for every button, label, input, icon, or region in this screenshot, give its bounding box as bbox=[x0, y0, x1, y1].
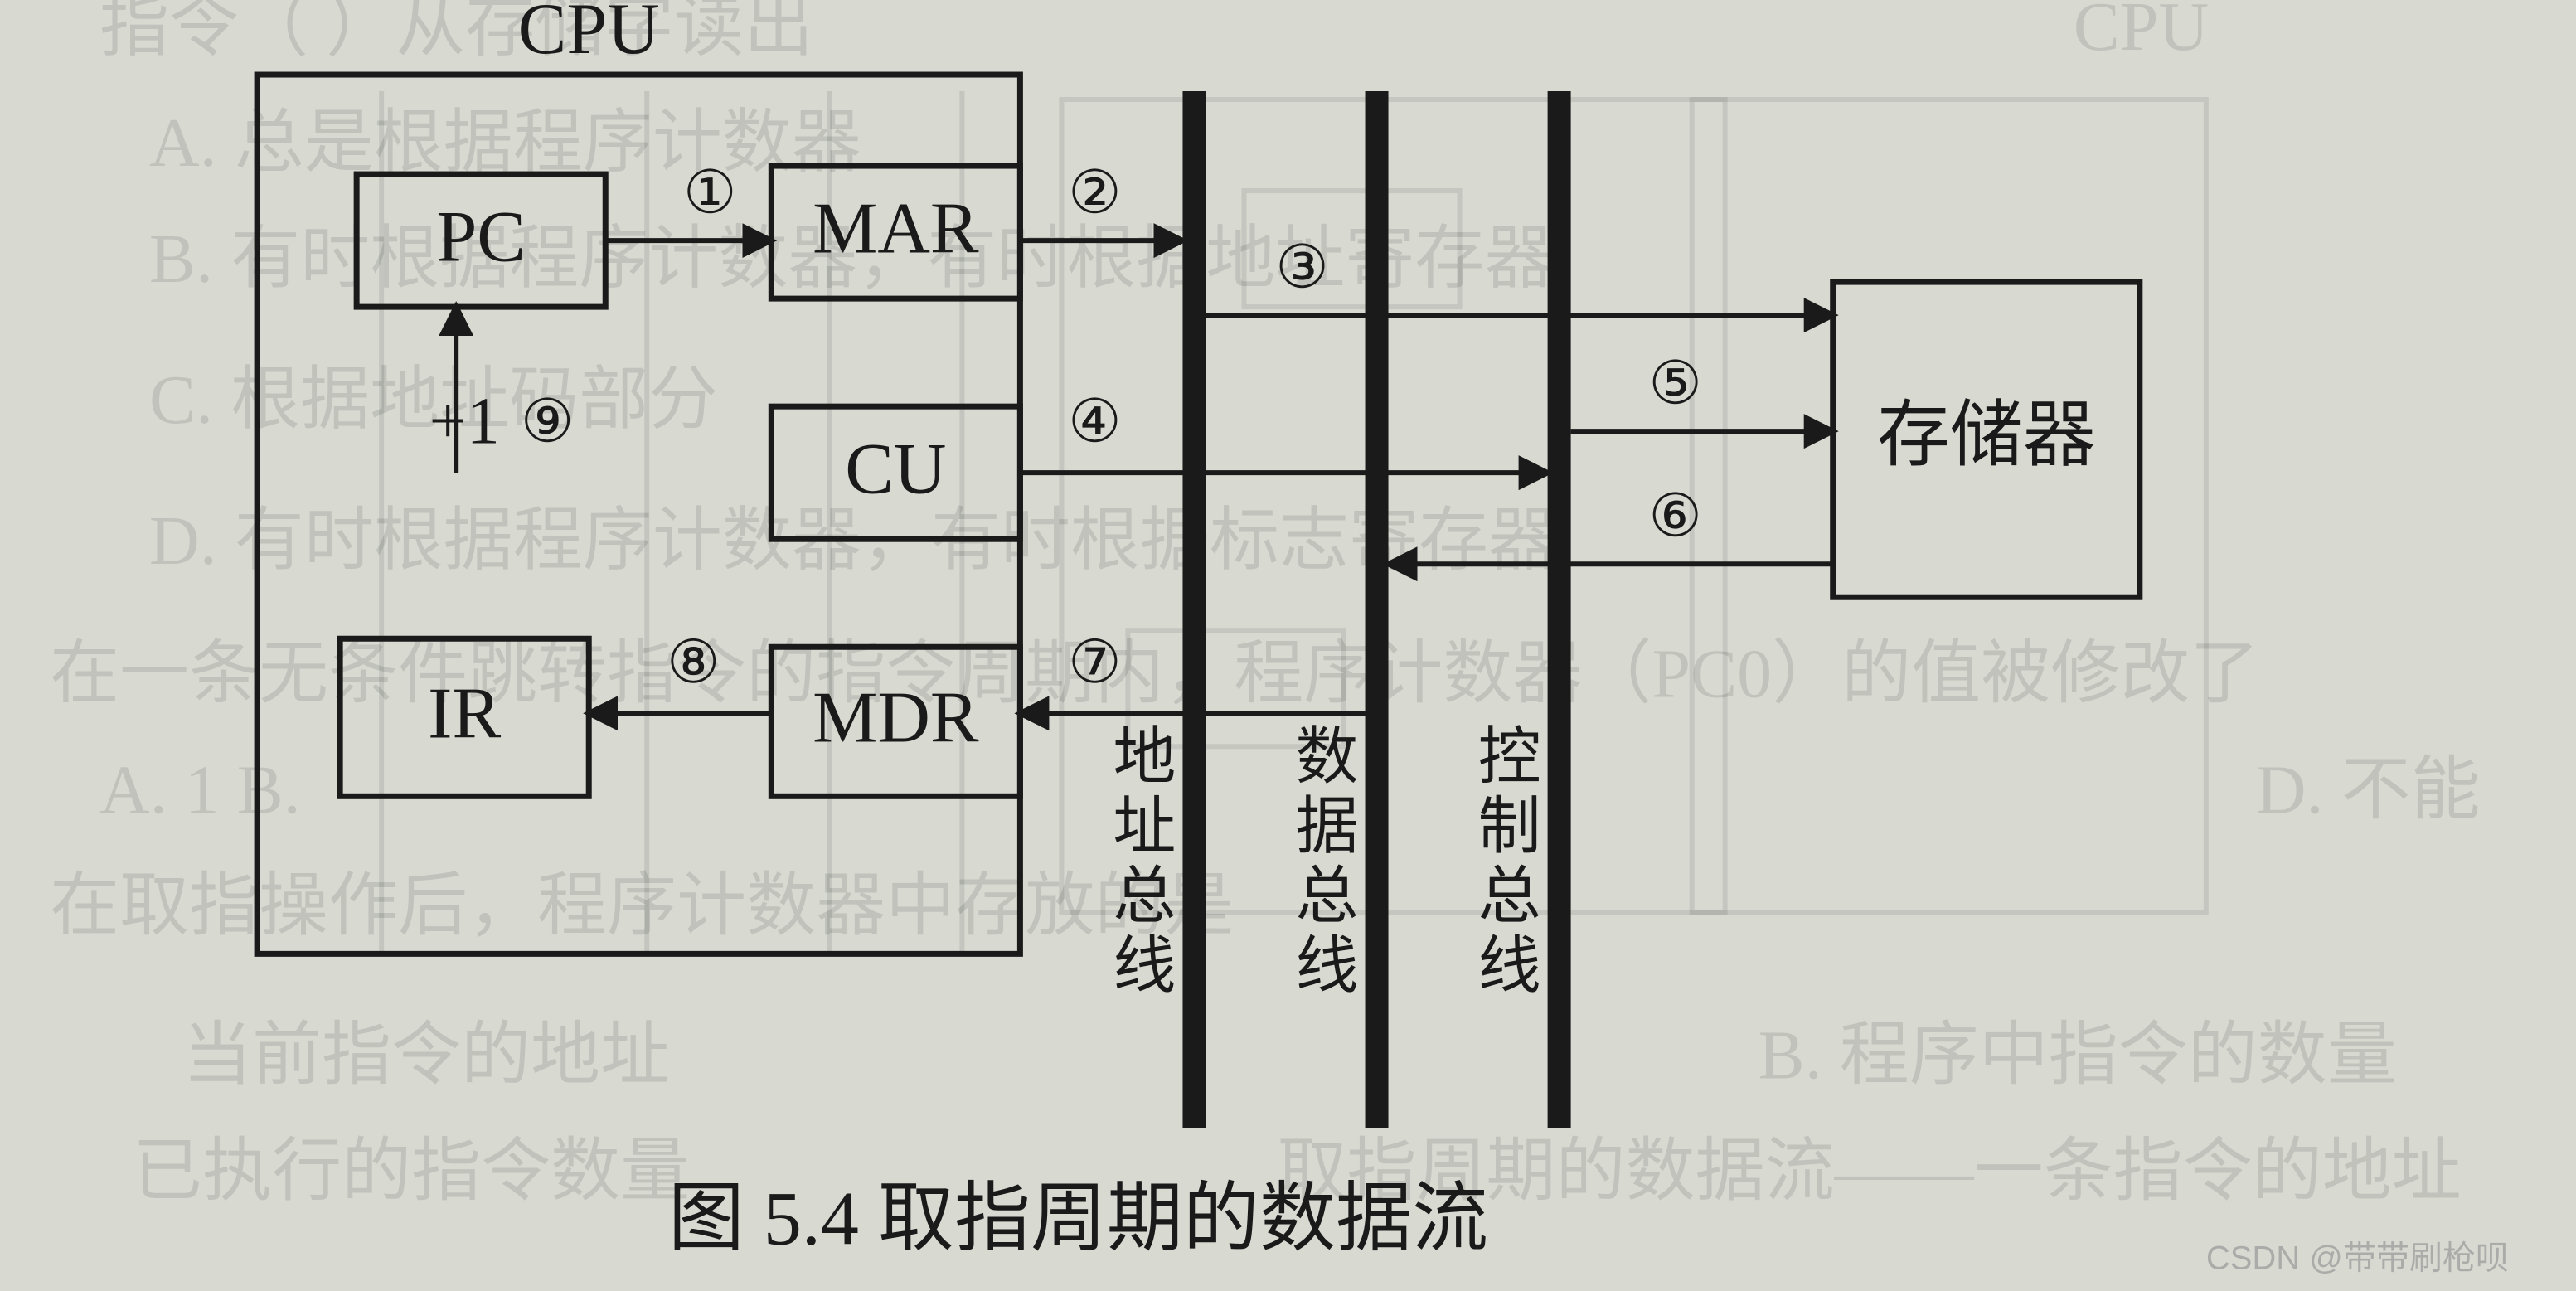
node-PC-label: PC bbox=[436, 197, 526, 277]
edge-e6-num: ⑥ bbox=[1648, 483, 1702, 550]
edge-e1-num: ① bbox=[683, 160, 737, 226]
ctrl-bus-label: 总 bbox=[1478, 861, 1541, 931]
edge-e2-num: ② bbox=[1068, 160, 1122, 226]
addr-bus-label: 址 bbox=[1113, 792, 1176, 861]
addr-bus-label: 线 bbox=[1113, 931, 1176, 1001]
edge-e9-num: ⑨ bbox=[521, 389, 575, 455]
cpu-label: CPU bbox=[518, 0, 660, 70]
svg-text:当前指令的地址: 当前指令的地址 bbox=[182, 1017, 670, 1094]
node-MEM-label: 存储器 bbox=[1877, 396, 2096, 476]
addr-bus-label: 地 bbox=[1113, 722, 1176, 792]
node-IR-label: IR bbox=[428, 673, 501, 754]
plus1-label: +1 bbox=[429, 386, 500, 459]
svg-text:A. 1: A. 1 B. bbox=[99, 751, 301, 828]
data-bus-label: 数 bbox=[1295, 722, 1358, 792]
data-bus-label: 据 bbox=[1295, 792, 1358, 861]
edge-e3-num: ③ bbox=[1275, 235, 1329, 301]
data-bus-label: 线 bbox=[1295, 931, 1358, 1001]
addr-bus-label: 总 bbox=[1113, 861, 1176, 931]
ctrl-bus-label: 线 bbox=[1478, 931, 1541, 1001]
ctrl-bus-label: 控 bbox=[1478, 722, 1541, 792]
edge-e4-num: ④ bbox=[1068, 389, 1122, 455]
node-MDR-label: MDR bbox=[813, 677, 979, 758]
node-CU-label: CU bbox=[845, 429, 946, 509]
svg-text:指令（ ）从存储字读出: 指令（ ）从存储字读出 bbox=[99, 0, 813, 66]
node-MAR-label: MAR bbox=[813, 188, 979, 269]
svg-text:在一条无条件跳转指令的指令周期内，程序计数器（PC0）的值被: 在一条无条件跳转指令的指令周期内，程序计数器（PC0）的值被修改了 bbox=[50, 635, 2259, 712]
svg-text:D. 不能: D. 不能 bbox=[2256, 751, 2481, 828]
data-bus-label: 总 bbox=[1295, 861, 1358, 931]
svg-text:B. 程序中指令的数量: B. 程序中指令的数量 bbox=[1759, 1017, 2397, 1094]
figure-caption: 图 5.4 取指周期的数据流 bbox=[668, 1176, 1488, 1260]
svg-text:在取指操作后，程序计数器中存放的是: 在取指操作后，程序计数器中存放的是 bbox=[50, 867, 1234, 944]
ctrl-bus-label: 制 bbox=[1478, 792, 1541, 861]
edge-e7-num: ⑦ bbox=[1068, 629, 1122, 696]
edge-e8-num: ⑧ bbox=[667, 629, 720, 696]
svg-text:已执行的指令数量: 已执行的指令数量 bbox=[133, 1133, 690, 1210]
svg-text:CPU: CPU bbox=[2074, 0, 2209, 66]
watermark: CSDN @带带刷枪呗 bbox=[2206, 1240, 2509, 1276]
edge-e5-num: ⑤ bbox=[1648, 351, 1702, 417]
ghost-layer: 指令（ ）从存储字读出A. 总是根据程序计数器B. 有时根据程序计数器，有时根据… bbox=[50, 0, 2481, 1210]
